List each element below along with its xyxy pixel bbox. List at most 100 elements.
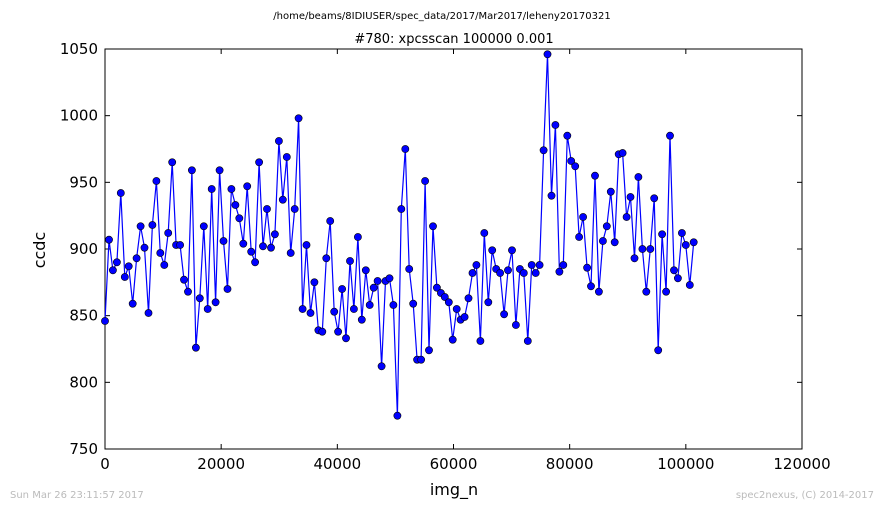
data-point [547,191,556,200]
data-point [255,158,263,167]
series-line [104,54,695,416]
data-point [318,327,327,336]
data-point [215,166,224,175]
y-axis-label: ccdc [30,232,49,269]
data-point [180,275,188,284]
data-point [472,261,481,269]
data-point [109,266,117,275]
data-point [156,249,165,257]
y-axis-ticks: 750 800 850 900 950 1000 1050 [60,40,802,458]
data-point [310,278,319,287]
data-point [243,182,252,191]
data-point [539,146,548,155]
data-point [618,149,627,157]
data-point [124,262,133,271]
data-point [136,222,145,231]
data-point [519,269,528,277]
x-tick-label: 20000 [197,455,245,473]
data-point [369,283,378,292]
data-point [650,194,659,203]
data-point [685,281,694,289]
x-tick-label: 40000 [313,455,361,473]
data-point [606,187,615,196]
data-point [567,157,576,165]
data-point [654,346,663,355]
data-point [555,267,564,276]
data-point [440,293,449,301]
data-point [263,205,271,213]
data-point [535,261,544,269]
chart-title: #780: xpcsscan 100000 0.001 [354,32,553,47]
data-point [361,266,370,275]
data-point [326,217,335,225]
data-point [599,237,607,245]
data-point [488,246,497,255]
data-point [330,307,339,316]
data-point [211,298,220,307]
data-point [409,299,418,308]
data-point [595,287,603,296]
data-point [642,287,651,296]
data-point [365,301,374,309]
data-point [302,241,311,249]
data-point [579,213,587,221]
data-point [563,131,572,140]
data-point [239,239,248,248]
data-point [484,298,493,307]
data-point [259,242,267,251]
data-point [587,282,595,291]
data-point [417,355,425,364]
footer-credit: spec2nexus, (C) 2014-2017 [736,490,874,501]
data-point [452,305,461,313]
data-point [385,274,394,283]
data-point [401,145,410,153]
data-point [231,201,240,209]
data-point [247,247,256,256]
data-point [278,195,287,204]
data-point [448,335,457,344]
data-point [662,287,670,296]
data-point [500,310,508,319]
data-point [282,153,291,161]
x-tick-label: 100000 [657,455,714,473]
data-point [504,266,512,275]
data-point [270,230,279,239]
data-point [132,254,141,263]
data-point [460,313,469,321]
data-point [164,229,173,237]
data-point [322,254,331,263]
data-point [116,189,125,197]
data-point [140,243,149,252]
data-point [389,301,398,309]
data-point [527,261,536,269]
data-point [199,222,208,231]
x-axis-ticks: 0 20000 40000 60000 80000 100000 120000 [100,49,831,473]
data-point [464,294,473,303]
data-point [523,337,532,345]
data-point [184,287,192,296]
data-point [290,205,299,213]
data-point [397,205,406,213]
data-point [543,50,552,59]
data-point [187,166,196,175]
data-point [444,298,453,307]
y-tick-label: 1000 [60,107,98,125]
y-tick-label: 800 [69,373,98,391]
y-tick-label: 1050 [60,40,98,58]
data-point [559,261,568,269]
data-point [373,277,382,285]
data-point [646,245,655,253]
data-point [207,185,216,193]
data-point [666,131,674,140]
data-point [168,158,177,167]
data-point [176,241,184,249]
data-point [508,246,516,255]
data-point [342,334,350,343]
data-point [658,230,666,239]
data-point [638,245,647,253]
data-point [144,309,153,317]
data-point [160,261,169,269]
data-point [120,273,129,281]
data-point [334,327,342,336]
data-point [113,258,121,267]
